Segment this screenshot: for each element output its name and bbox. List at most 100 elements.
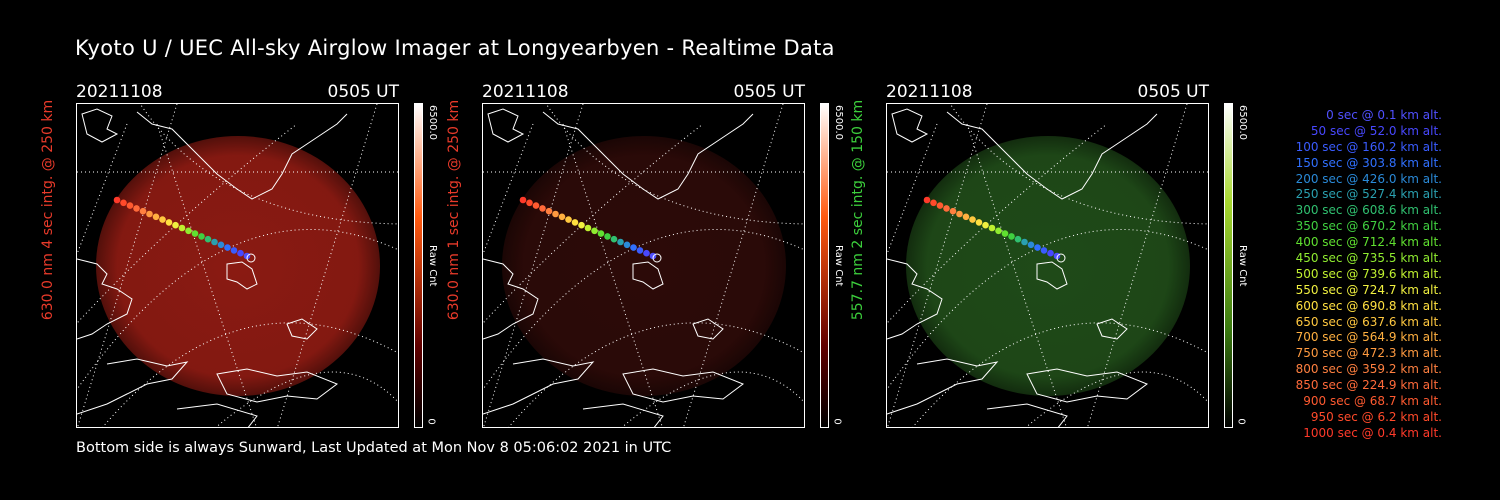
grid-arc: [545, 104, 804, 225]
legend-row: 400 sec @ 712.4 km alt.: [1295, 235, 1442, 250]
trajectory-dot: [152, 213, 160, 221]
grid-line: [483, 104, 584, 427]
trajectory-dot: [159, 216, 166, 223]
coastline: [622, 368, 745, 403]
colorbar-unit-label: Raw Cnt: [427, 245, 438, 287]
trajectory-dot: [1040, 247, 1048, 254]
colorbar: [1224, 103, 1233, 428]
trajectory-dot: [211, 238, 218, 246]
footer-note: Bottom side is always Sunward, Last Upda…: [76, 440, 672, 456]
trajectory-dot: [936, 202, 944, 209]
trajectory-dot: [224, 244, 231, 251]
panel-wavelength-label: 630.0 nm 4 sec intg. @ 250 km: [40, 99, 56, 321]
legend-row: 0 sec @ 0.1 km alt.: [1326, 108, 1442, 122]
colorbar-max-label: 6500.0: [1237, 105, 1248, 140]
colorbar-min-label: 0: [425, 418, 437, 425]
trajectory-dot: [1021, 238, 1028, 246]
airglow-sky: [906, 136, 1190, 396]
station-marker: [1056, 253, 1066, 263]
colorbar-max-label: 6500.0: [427, 105, 438, 140]
trajectory-dot: [545, 207, 553, 215]
legend-row: 500 sec @ 739.6 km alt.: [1295, 266, 1442, 281]
trajectory-dot: [204, 235, 212, 243]
trajectory-dot: [578, 221, 585, 229]
panel-time: 0505 UT: [733, 82, 806, 102]
trajectory-dot: [1047, 249, 1054, 257]
trajectory-dot: [230, 247, 238, 254]
trajectory-dot: [198, 233, 205, 240]
trajectory-dot: [1008, 233, 1015, 240]
colorbar-min-label: 0: [831, 418, 843, 425]
panel-wavelength-label: 630.0 nm 1 sec intg. @ 250 km: [446, 99, 462, 321]
coastline: [1096, 318, 1128, 340]
panel-time: 0505 UT: [327, 82, 400, 102]
trajectory-dot: [949, 207, 957, 215]
trajectory-dot: [526, 199, 533, 207]
legend-row: 200 sec @ 426.0 km alt.: [1295, 171, 1442, 186]
trajectory-dot: [237, 249, 244, 257]
trajectory-dot: [172, 221, 179, 229]
trajectory-dot: [995, 227, 1002, 235]
legend-row: 800 sec @ 359.2 km alt.: [1295, 362, 1442, 377]
trajectory-dot: [604, 233, 611, 240]
legend-row: 100 sec @ 160.2 km alt.: [1295, 139, 1442, 154]
grid-line: [887, 104, 988, 427]
legend-row: 150 sec @ 303.8 km alt.: [1295, 155, 1442, 170]
trajectory-dot: [178, 224, 186, 232]
trajectory-dot: [636, 247, 644, 254]
grid-line: [156, 123, 257, 427]
coastline: [77, 258, 133, 340]
colorbar: [414, 103, 423, 428]
trajectory-dot: [1034, 244, 1041, 251]
legend-row: 850 sec @ 224.9 km alt.: [1295, 378, 1442, 393]
trajectory-dot: [1014, 235, 1022, 243]
trajectory-dot: [571, 219, 579, 226]
legend-row: 300 sec @ 608.6 km alt.: [1295, 203, 1442, 218]
page-title: Kyoto U / UEC All-sky Airglow Imager at …: [75, 36, 835, 60]
colorbar-min-label: 0: [1235, 418, 1247, 425]
coastline: [887, 258, 943, 340]
trajectory-dot: [113, 196, 121, 204]
trajectory-dot: [133, 205, 140, 212]
grid-line: [483, 123, 534, 255]
colorbar-unit-label: Raw Cnt: [833, 245, 844, 287]
trajectory-dot: [565, 216, 572, 223]
trajectory-dot: [956, 210, 963, 218]
imager-panel-557-2s: 20211108 0505 UT 557.7 nm 2 sec intg. @ …: [850, 80, 1248, 430]
legend-row: 750 sec @ 472.3 km alt.: [1295, 346, 1442, 361]
coastline: [632, 261, 664, 290]
trajectory-dot: [943, 205, 950, 212]
coastline: [1036, 261, 1068, 290]
trajectory-dot: [217, 241, 225, 249]
grid-line: [887, 123, 938, 255]
trajectory-dot: [558, 213, 566, 221]
coastline: [891, 108, 929, 143]
grid-line: [562, 123, 663, 427]
trajectory-dot: [539, 205, 546, 212]
map-svg: [887, 104, 1208, 427]
station-marker: [652, 253, 662, 263]
trajectory-dot: [610, 235, 618, 243]
coastline: [887, 358, 999, 415]
trajectory-dot: [591, 227, 598, 235]
coastline: [542, 111, 754, 200]
trajectory-dot: [617, 238, 624, 246]
trajectory-dot: [962, 213, 970, 221]
legend-row: 900 sec @ 68.7 km alt.: [1303, 394, 1442, 409]
coastline: [1026, 368, 1149, 403]
trajectory-dot: [597, 230, 605, 237]
legend-row: 950 sec @ 6.2 km alt.: [1310, 409, 1442, 424]
coastline: [77, 358, 189, 415]
trajectory-dot: [532, 202, 540, 209]
trajectory-dot: [923, 196, 931, 204]
trajectory-legend: 0 sec @ 0.1 km alt. 50 sec @ 52.0 km alt.…: [1262, 108, 1442, 442]
trajectory-dot: [120, 199, 127, 207]
grid-arc: [77, 228, 398, 391]
coastline: [986, 403, 1068, 427]
coastline: [226, 261, 258, 290]
trajectory-dot: [519, 196, 527, 204]
coastline: [136, 111, 348, 200]
panel-date: 20211108: [482, 82, 569, 102]
coastline: [216, 368, 339, 403]
trajectory-dot: [969, 216, 976, 223]
